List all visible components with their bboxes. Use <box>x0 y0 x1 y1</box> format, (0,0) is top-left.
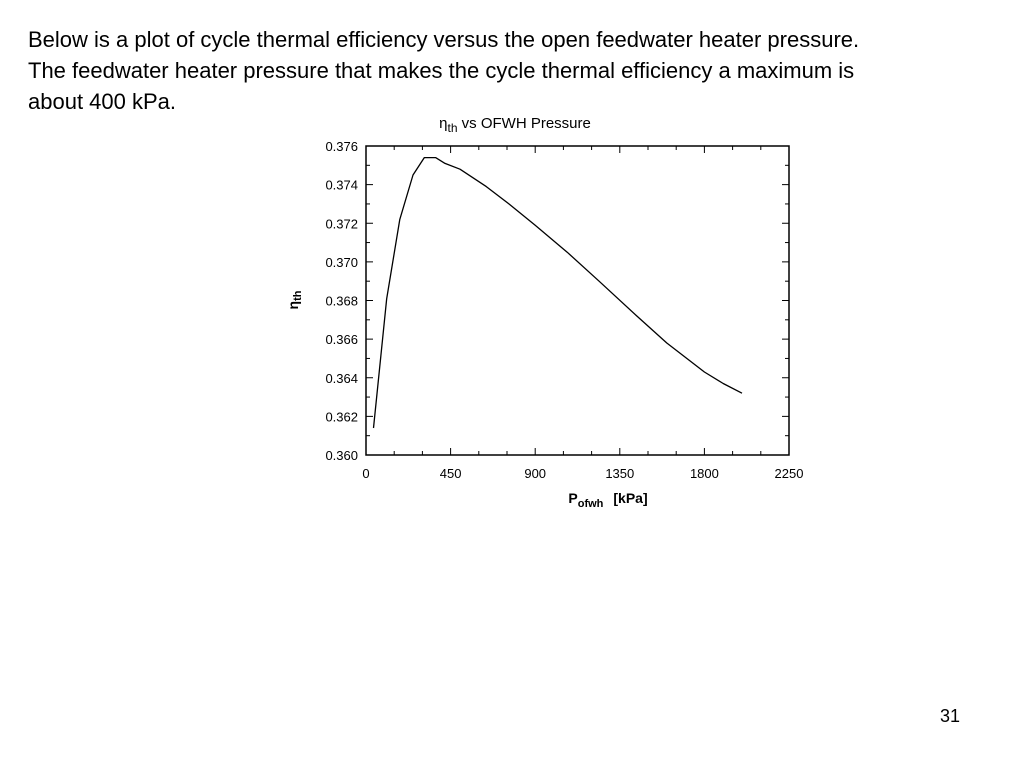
y-tick-label: 0.366 <box>325 332 358 347</box>
x-axis-title-main: P <box>568 490 577 506</box>
slide-body-text: Below is a plot of cycle thermal efficie… <box>28 24 1008 117</box>
chart-title-rest: vs OFWH Pressure <box>458 115 591 132</box>
x-axis: 0 450 900 1350 1800 2250 <box>362 146 803 481</box>
slide-text-line: Below is a plot of cycle thermal efficie… <box>28 27 860 52</box>
y-axis-title: ηth <box>285 290 304 309</box>
x-tick-label: 900 <box>524 466 546 481</box>
y-axis-title-main: η <box>285 301 301 310</box>
y-axis: 0.360 0.362 0.364 0.366 0.368 0.370 0.372 0.374… <box>325 139 789 463</box>
series-layer <box>372 156 743 429</box>
y-axis-title-subscript: th <box>292 290 304 301</box>
y-tick-label: 0.368 <box>325 294 358 309</box>
plot-frame-box <box>365 145 790 456</box>
y-tick-label: 0.360 <box>325 448 358 463</box>
y-tick-label: 0.374 <box>325 178 358 193</box>
y-tick-label: 0.376 <box>325 139 358 154</box>
x-tick-label: 1800 <box>690 466 719 481</box>
y-tick-label: 0.372 <box>325 216 358 231</box>
x-tick-label: 2250 <box>775 466 804 481</box>
slide-text-line: about 400 kPa. <box>28 89 177 114</box>
y-tick-label: 0.370 <box>325 255 358 270</box>
y-tick-label: 0.364 <box>325 371 358 386</box>
x-axis-title-unit: [kPa] <box>613 490 647 506</box>
slide-text-line: The feedwater heater pressure that makes… <box>28 58 855 83</box>
x-tick-label: 0 <box>362 466 369 481</box>
chart-title-symbol: η <box>439 115 447 132</box>
plot-area <box>365 145 790 456</box>
x-axis-title: Pofwh [kPa] <box>568 490 647 510</box>
y-tick-label: 0.362 <box>325 409 358 424</box>
x-tick-label: 450 <box>440 466 462 481</box>
page-number: 31 <box>940 706 961 726</box>
x-tick-label: 1350 <box>605 466 634 481</box>
efficiency-series-line <box>372 156 743 429</box>
chart-title-subscript: th <box>447 121 457 135</box>
chart-title: ηth vs OFWH Pressure <box>439 115 591 135</box>
x-axis-title-subscript: ofwh <box>578 498 604 510</box>
